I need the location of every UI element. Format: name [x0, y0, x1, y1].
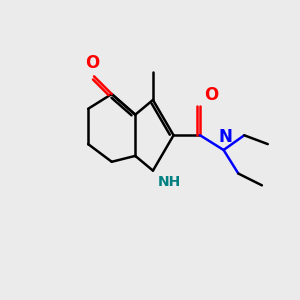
Text: NH: NH [158, 175, 181, 189]
Text: O: O [85, 54, 100, 72]
Text: O: O [205, 86, 219, 104]
Text: N: N [218, 128, 232, 146]
